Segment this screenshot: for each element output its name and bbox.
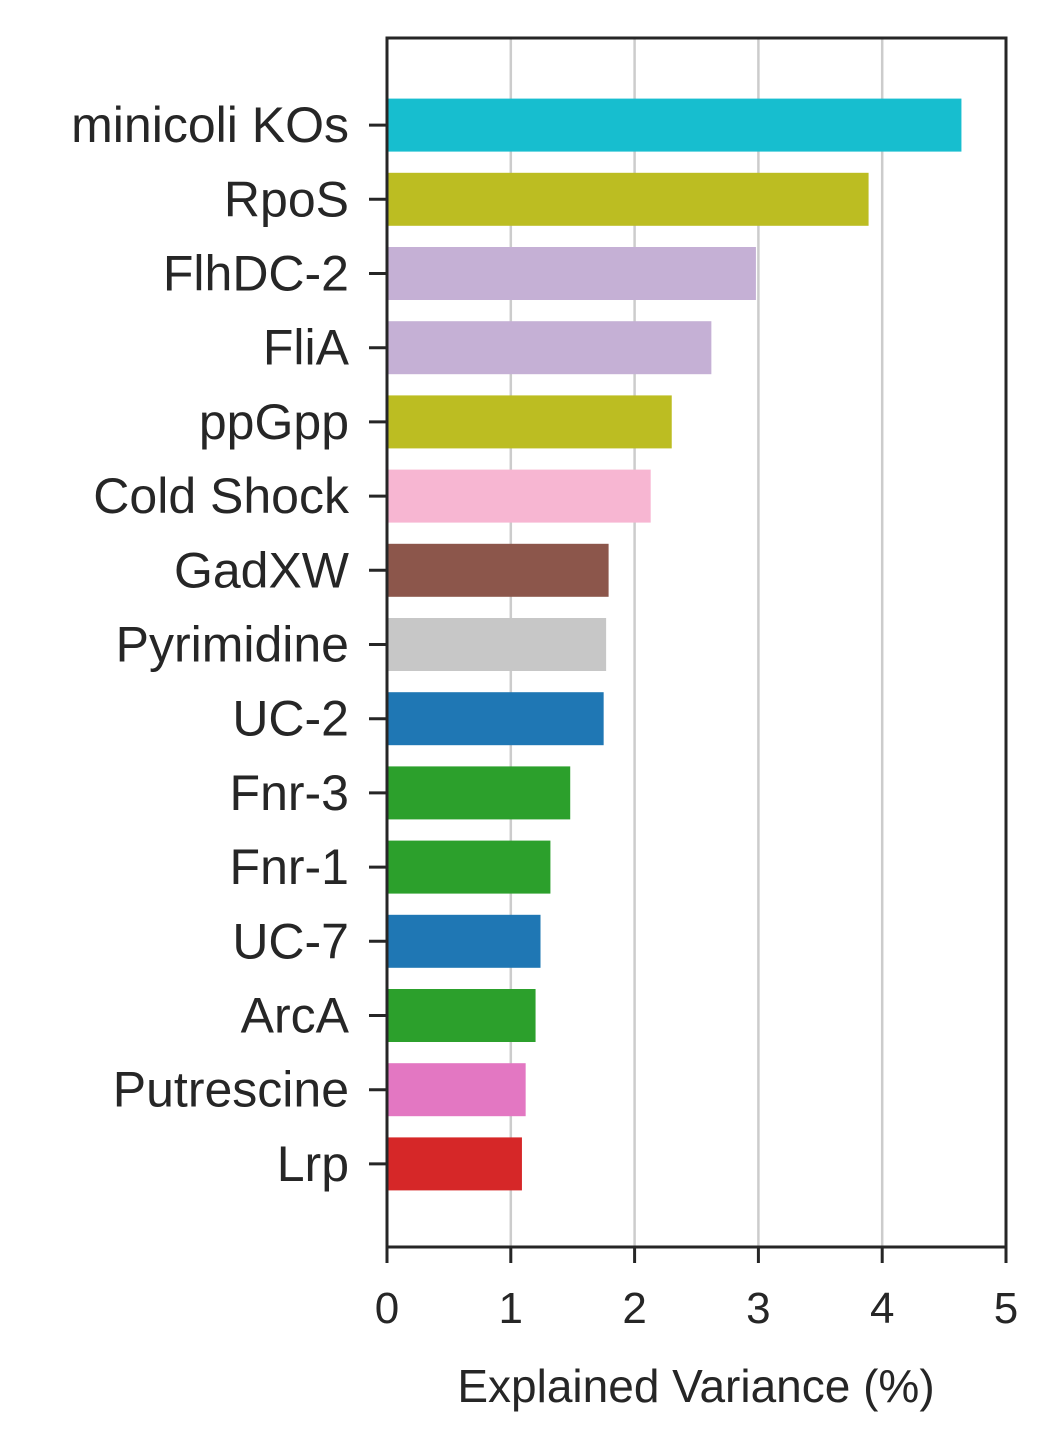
x-tick-label: 1: [499, 1284, 523, 1333]
y-tick-label: Pyrimidine: [116, 617, 349, 673]
y-tick-label: ArcA: [241, 988, 350, 1044]
bar-flhdc-2: [387, 247, 756, 300]
x-tick-label: 4: [870, 1284, 894, 1333]
bar-minicoli-kos: [387, 98, 962, 152]
x-tick-label: 2: [622, 1284, 646, 1333]
x-tick-label: 0: [375, 1284, 399, 1333]
y-tick-label: Cold Shock: [93, 468, 350, 524]
bar-lrp: [387, 1137, 522, 1191]
bar-rpos: [387, 172, 869, 226]
bar-flia: [387, 321, 712, 375]
bars: [387, 98, 962, 1191]
y-tick-label: Lrp: [277, 1136, 349, 1192]
bar-gadxw: [387, 543, 609, 597]
bar-fnr-1: [387, 840, 551, 894]
y-tick-label: RpoS: [224, 171, 349, 227]
axes: [369, 36, 1008, 1263]
bar-ppgpp: [387, 395, 672, 449]
y-tick-label: FlhDC-2: [163, 246, 349, 302]
x-axis-title: Explained Variance (%): [457, 1360, 934, 1412]
bar-uc-7: [387, 914, 541, 968]
y-tick-label: GadXW: [174, 542, 350, 598]
x-tick-label: 3: [746, 1284, 770, 1333]
x-tick-label: 5: [994, 1284, 1018, 1333]
labels: minicoli KOs RpoS FlhDC-2 FliA ppGpp Cold Sho…: [71, 97, 1018, 1333]
y-tick-label: Fnr-1: [230, 839, 349, 895]
y-tick-label: UC-2: [232, 691, 349, 747]
bar-uc-2: [387, 692, 604, 746]
y-tick-label: FliA: [263, 320, 350, 376]
y-tick-label: UC-7: [232, 913, 349, 969]
plot-frame: [385, 36, 1008, 1249]
y-tick-label: Putrescine: [113, 1062, 349, 1118]
bar-cold-shock: [387, 469, 651, 523]
y-tick-label: Fnr-3: [230, 765, 349, 821]
y-tick-label: ppGpp: [199, 394, 349, 450]
bar-pyrimidine: [387, 618, 607, 671]
y-tick-label: minicoli KOs: [71, 97, 349, 153]
bar-arca: [387, 989, 536, 1042]
bar-fnr-3: [387, 766, 571, 820]
bar-putrescine: [387, 1063, 526, 1117]
